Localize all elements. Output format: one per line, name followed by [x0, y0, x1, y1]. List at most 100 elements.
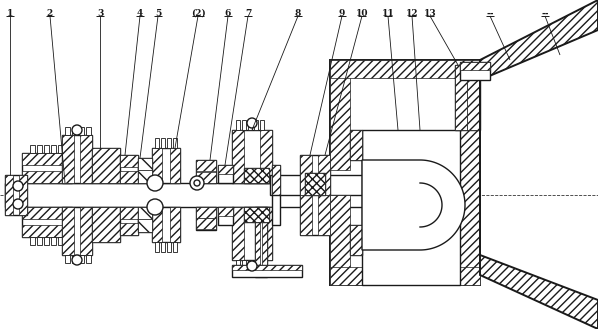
Bar [236, 260, 240, 270]
Text: --: -- [541, 9, 549, 18]
Bar [455, 65, 467, 130]
Bar [92, 207, 120, 242]
Bar [44, 237, 49, 245]
Bar [138, 207, 152, 232]
Bar [120, 171, 138, 183]
Bar [330, 267, 480, 285]
Text: 2: 2 [47, 9, 53, 18]
Bar [79, 127, 84, 135]
Bar [62, 207, 92, 255]
Circle shape [13, 199, 23, 209]
Bar [152, 148, 162, 183]
Bar [30, 237, 35, 245]
Bar [305, 173, 325, 195]
Text: 13: 13 [423, 9, 437, 18]
Bar [350, 130, 362, 160]
Bar [272, 165, 280, 195]
Bar [51, 145, 56, 153]
Bar [460, 62, 490, 70]
Bar [244, 168, 269, 183]
Bar [260, 120, 264, 130]
Circle shape [147, 199, 163, 215]
Bar [232, 207, 244, 260]
Bar [80, 207, 92, 255]
Bar [244, 207, 269, 222]
Bar [244, 168, 269, 183]
Text: 10: 10 [356, 9, 368, 18]
Bar [22, 153, 72, 165]
Circle shape [190, 176, 204, 190]
Bar [460, 60, 480, 285]
Circle shape [247, 118, 257, 128]
Polygon shape [480, 0, 598, 80]
Bar [92, 148, 120, 183]
Polygon shape [480, 255, 598, 329]
Bar [92, 148, 120, 183]
Bar [152, 148, 180, 183]
Bar [300, 155, 312, 195]
Bar [65, 127, 70, 135]
Bar [120, 207, 138, 235]
Bar [300, 195, 312, 235]
Text: 12: 12 [405, 9, 419, 18]
Bar [218, 165, 233, 183]
Bar [138, 158, 152, 183]
Bar [152, 207, 180, 242]
Bar [460, 62, 490, 80]
Bar [196, 160, 216, 183]
Bar [138, 158, 152, 170]
Bar [232, 265, 302, 270]
Bar [330, 60, 480, 285]
Bar [330, 195, 350, 285]
Bar [120, 155, 138, 167]
Bar [86, 255, 91, 263]
Circle shape [72, 255, 82, 265]
Bar [5, 175, 27, 215]
Bar [196, 207, 216, 230]
Text: 8: 8 [295, 9, 301, 18]
Polygon shape [362, 160, 465, 250]
Bar [44, 145, 49, 153]
Bar [170, 207, 180, 242]
Bar [92, 207, 120, 242]
Bar [330, 60, 350, 170]
Circle shape [194, 180, 200, 186]
Circle shape [147, 175, 163, 191]
Bar [58, 237, 63, 245]
Bar [170, 148, 180, 183]
Bar [79, 255, 84, 263]
Bar [272, 195, 280, 225]
Bar [120, 207, 138, 219]
Bar [22, 207, 72, 219]
Bar [138, 207, 152, 219]
Circle shape [72, 125, 82, 135]
Bar [72, 255, 77, 263]
Bar [62, 135, 74, 183]
Bar [260, 207, 272, 260]
Bar [155, 242, 159, 252]
Text: 1: 1 [7, 9, 13, 18]
Bar [232, 207, 272, 260]
Bar [196, 172, 216, 183]
Bar [255, 207, 267, 277]
Bar [5, 175, 13, 215]
Bar [218, 207, 233, 225]
Bar [155, 138, 159, 148]
Bar [161, 242, 165, 252]
Bar [65, 145, 70, 153]
Bar [120, 155, 138, 183]
Bar [65, 237, 70, 245]
Bar [300, 155, 330, 235]
Bar [138, 219, 152, 232]
Bar [196, 160, 216, 171]
Bar [350, 130, 362, 160]
Bar [248, 120, 252, 130]
Bar [86, 127, 91, 135]
Bar [242, 120, 246, 130]
Bar [305, 173, 325, 195]
Bar [196, 218, 216, 229]
Bar [72, 127, 77, 135]
Bar [236, 120, 240, 130]
Bar [254, 260, 258, 270]
Bar [58, 145, 63, 153]
